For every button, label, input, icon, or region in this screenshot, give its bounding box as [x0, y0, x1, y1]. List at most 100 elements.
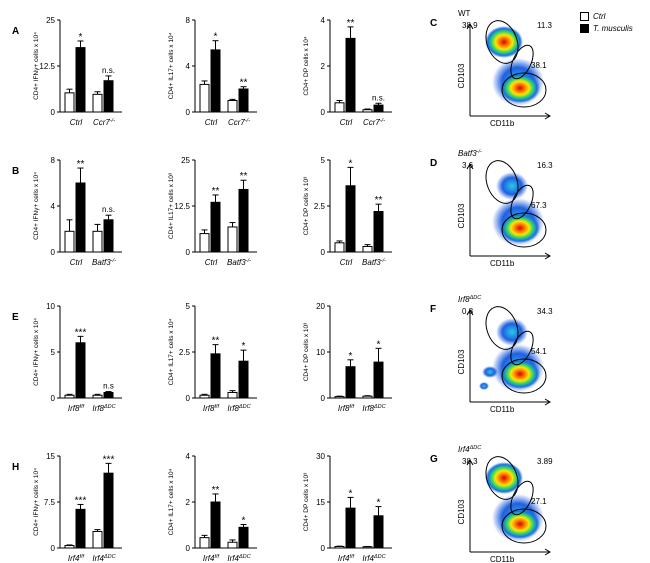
significance-label: ***	[75, 327, 87, 338]
bar	[103, 472, 114, 549]
significance-label: **	[212, 186, 220, 197]
significance-label: *	[242, 516, 246, 527]
significance-label: **	[240, 171, 248, 182]
bar	[362, 109, 373, 113]
facs-title: Batf3-/-	[458, 149, 482, 158]
density-blob	[496, 318, 528, 346]
y-tick-label: 4	[321, 16, 326, 25]
y-tick-label: 5	[51, 348, 56, 357]
group-label: Batf3-/-	[92, 258, 116, 267]
bar-chart-E1: E 0 5 10 CD4+ IFNγ+ cells x 10⁴ *** n.s Irf8f/f…	[12, 302, 122, 413]
bar	[345, 507, 356, 549]
bar	[210, 201, 221, 253]
density-hotspot	[485, 26, 523, 58]
group-label: Batf3-/-	[227, 258, 251, 267]
density-hotspot	[485, 462, 523, 494]
y-tick-label: 0	[51, 108, 56, 117]
bar	[64, 394, 75, 399]
significance-label: *	[79, 32, 83, 43]
group-label: Irf4f/f	[338, 554, 355, 563]
bar	[238, 526, 249, 549]
significance-label: **	[347, 18, 355, 29]
group-label: Irf8f/f	[338, 404, 355, 413]
gate-ellipse	[501, 212, 547, 248]
density-scatter	[479, 382, 489, 390]
y-tick-label: 10	[316, 348, 325, 357]
bar	[199, 233, 210, 253]
facs-x-arrow	[544, 548, 551, 556]
bar-chart-H1: H 0 7.5 15 CD4+ IFNγ+ cells x 10⁴ *** *** Irf4f…	[12, 452, 122, 563]
y-axis-label: CD4+ IFNγ+ cells x 10⁴	[33, 32, 40, 100]
y-tick-label: 8	[51, 156, 56, 165]
bar	[75, 182, 86, 253]
gate-percent: 54.1	[531, 347, 547, 356]
y-tick-label: 0	[51, 248, 56, 257]
significance-label: *	[214, 32, 218, 43]
legend-label-tm: T. musculis	[593, 23, 633, 33]
panel-letter: H	[12, 462, 19, 473]
bar	[199, 537, 210, 549]
group-label: Irf8ΔDC	[227, 404, 250, 413]
significance-label: *	[349, 488, 353, 499]
legend-swatch-filled	[580, 23, 589, 33]
significance-label: **	[375, 195, 383, 206]
y-tick-label: 0	[321, 394, 326, 403]
group-label: Irf8f/f	[203, 404, 220, 413]
group-label: Ctrl	[205, 118, 218, 127]
y-tick-label: 0	[186, 248, 191, 257]
y-axis-label: CD4+ DP cells x 10⁴	[303, 36, 310, 95]
bar	[373, 211, 384, 253]
density-hotspot	[500, 509, 540, 539]
gate-ellipse	[510, 480, 534, 516]
bar	[238, 188, 249, 253]
panel-letter: D	[430, 158, 437, 169]
group-label: Irf8ΔDC	[362, 404, 385, 413]
significance-label: *	[242, 341, 246, 352]
group-label: Irf4ΔDC	[227, 554, 250, 563]
panel-letter: F	[430, 304, 436, 315]
gate-ellipse	[510, 330, 534, 366]
significance-label: n.s.	[102, 205, 115, 214]
significance-label: ***	[103, 454, 115, 465]
y-tick-label: 7.5	[44, 498, 56, 507]
y-tick-label: 4	[186, 452, 191, 461]
y-tick-label: 2	[321, 62, 326, 71]
gate-percent: 0.8	[462, 307, 474, 316]
group-label: Irf4f/f	[203, 554, 220, 563]
y-tick-label: 2.5	[179, 348, 191, 357]
facs-x-arrow	[544, 398, 551, 406]
group-label: Ctrl	[70, 258, 83, 267]
y-tick-label: 15	[46, 452, 55, 461]
y-axis-label: CD4+ IL17+ cells x 10⁴	[168, 318, 175, 385]
gate-percent: 3.89	[537, 457, 553, 466]
bar-chart-A3: 0 2 4 CD4+ DP cells x 10⁴ ** n.s. Ctrl Ccr7-/-	[303, 16, 392, 127]
bar	[373, 104, 384, 113]
gate-ellipse	[485, 20, 519, 64]
facs-y-label: CD103	[457, 203, 466, 228]
legend-swatch-open	[580, 11, 589, 21]
group-label: Ccr7-/-	[93, 118, 115, 127]
facs-y-label: CD103	[457, 499, 466, 524]
bar	[334, 242, 345, 253]
significance-label: *	[377, 339, 381, 350]
y-axis-label: CD4+ DP cells x 10³	[303, 322, 310, 381]
gate-percent: 16.3	[537, 161, 553, 170]
gate-ellipse	[501, 72, 547, 108]
y-tick-label: 20	[316, 302, 325, 311]
facs-y-arrow	[466, 163, 474, 170]
bar	[334, 396, 345, 399]
facs-x-label: CD11b	[490, 119, 515, 128]
significance-label: **	[212, 485, 220, 496]
facs-x-label: CD11b	[490, 259, 515, 268]
bar	[210, 353, 221, 399]
density-blob	[496, 172, 528, 200]
group-label: Ccr7-/-	[228, 118, 250, 127]
density-hotspot	[500, 359, 540, 389]
facs-y-arrow	[466, 309, 474, 316]
gate-ellipse	[485, 306, 519, 350]
bar	[227, 391, 238, 399]
bar	[362, 395, 373, 399]
group-label: Ctrl	[340, 258, 353, 267]
